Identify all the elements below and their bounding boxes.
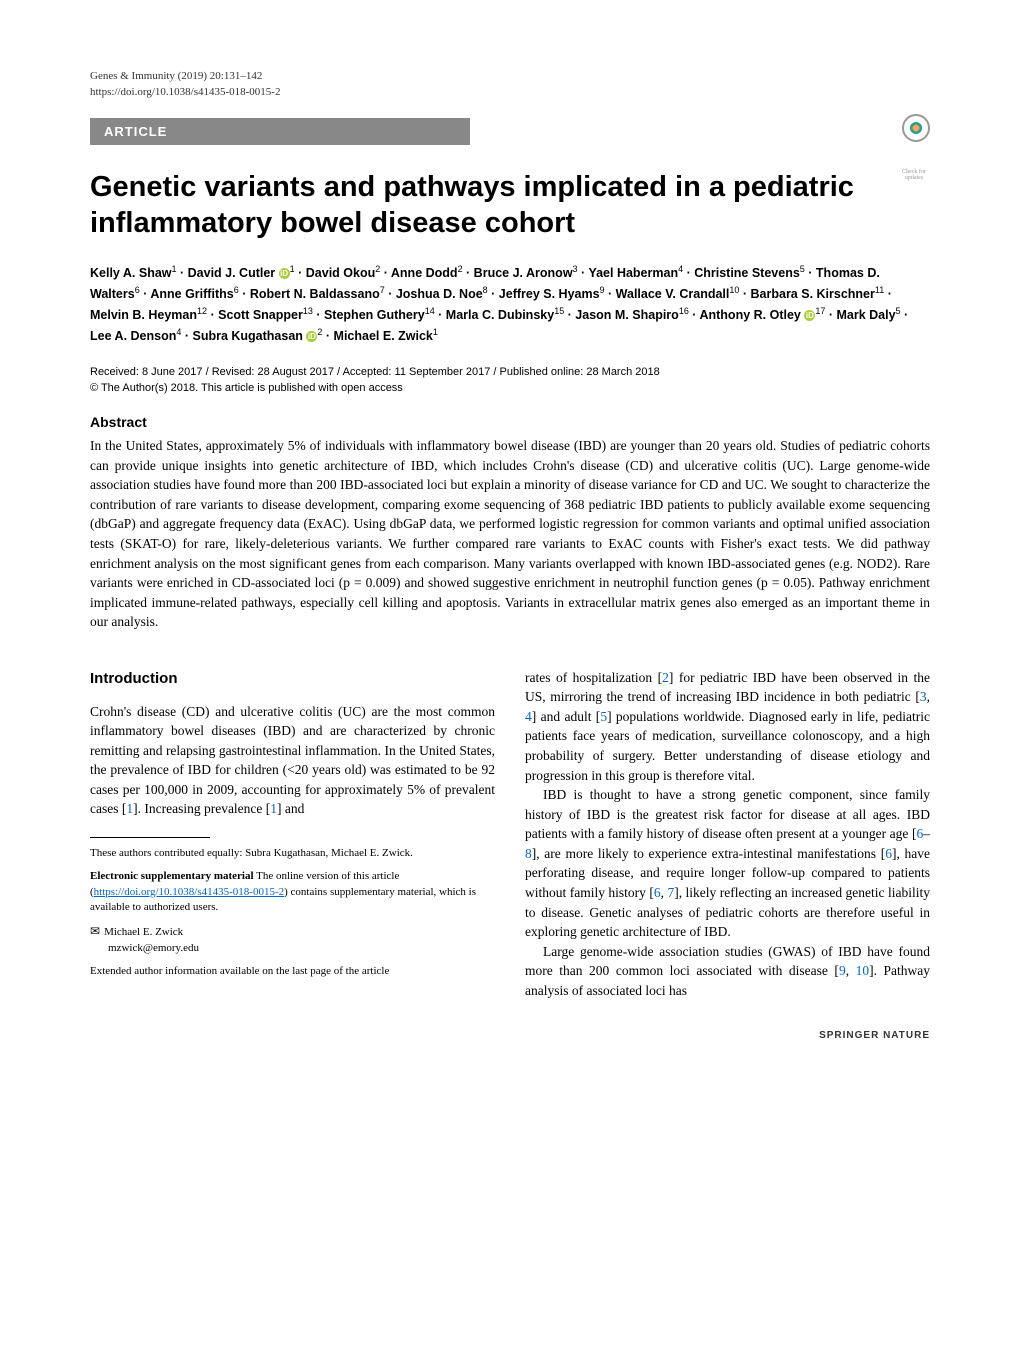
intro-paragraph-2: rates of hospitalization [2] for pediatr…: [525, 668, 930, 785]
intro-paragraph-3: IBD is thought to have a strong genetic …: [525, 785, 930, 942]
footnote-separator: [90, 837, 210, 838]
body-columns: Introduction Crohn's disease (CD) and ul…: [90, 668, 930, 1001]
check-updates-label: Check for updates: [898, 169, 930, 181]
copyright-line: © The Author(s) 2018. This article is pu…: [90, 382, 930, 394]
intro-paragraph-1: Crohn's disease (CD) and ulcerative coli…: [90, 702, 495, 819]
abstract-text: In the United States, approximately 5% o…: [90, 436, 930, 632]
journal-meta: Genes & Immunity (2019) 20:131–142: [90, 70, 930, 82]
introduction-heading: Introduction: [90, 668, 495, 690]
article-type-label: ARTICLE: [90, 118, 470, 145]
check-updates-icon[interactable]: [902, 114, 930, 142]
extended-author-note: Extended author information available on…: [90, 964, 495, 979]
right-column: rates of hospitalization [2] for pediatr…: [525, 668, 930, 1001]
esm-label: Electronic supplementary material: [90, 870, 254, 882]
left-column: Introduction Crohn's disease (CD) and ul…: [90, 668, 495, 1001]
publisher-logo-text: SPRINGER NATURE: [90, 1030, 930, 1041]
article-dates: Received: 8 June 2017 / Revised: 28 Augu…: [90, 366, 930, 378]
article-title: Genetic variants and pathways implicated…: [90, 169, 930, 242]
abstract-heading: Abstract: [90, 414, 930, 430]
intro-paragraph-4: Large genome-wide association studies (G…: [525, 942, 930, 1001]
corr-email: mzwick@emory.edu: [108, 942, 199, 954]
author-list: Kelly A. Shaw1 · David J. Cutler iD1 · D…: [90, 262, 930, 347]
corresponding-author: ✉ Michael E. Zwick mzwick@emory.edu: [90, 923, 495, 956]
corr-name: Michael E. Zwick: [104, 926, 183, 938]
doi-line: https://doi.org/10.1038/s41435-018-0015-…: [90, 86, 930, 98]
equal-contribution-note: These authors contributed equally: Subra…: [90, 846, 495, 861]
esm-note: Electronic supplementary material The on…: [90, 869, 495, 915]
envelope-icon: ✉: [90, 924, 100, 938]
